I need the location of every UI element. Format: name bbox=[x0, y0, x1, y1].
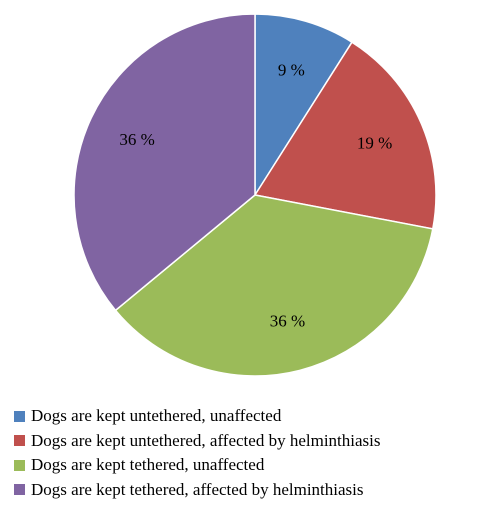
slice-data-label: 19 % bbox=[357, 134, 392, 153]
pie-labels: 9 % 19 % 36 % 36 % bbox=[119, 60, 392, 330]
slice-data-label: 36 % bbox=[270, 312, 305, 331]
legend-label: Dogs are kept untethered, unaffected bbox=[31, 406, 282, 426]
legend-swatch bbox=[14, 435, 25, 447]
legend-item: Dogs are kept tethered, affected by helm… bbox=[14, 478, 381, 503]
pie-slice bbox=[254, 13, 354, 198]
legend-swatch bbox=[14, 410, 25, 422]
legend-label: Dogs are kept tethered, unaffected bbox=[31, 455, 265, 475]
chart-legend: Dogs are kept untethered, unaffected Dog… bbox=[14, 404, 381, 502]
pie-slice bbox=[114, 194, 434, 377]
legend-swatch bbox=[14, 484, 25, 496]
legend-label: Dogs are kept tethered, affected by helm… bbox=[31, 479, 364, 499]
slice-data-label: 36 % bbox=[119, 130, 154, 149]
pie-slices bbox=[73, 13, 437, 377]
slice-data-label: 9 % bbox=[278, 60, 305, 79]
legend-label: Dogs are kept untethered, affected by he… bbox=[31, 430, 381, 450]
pie-slice bbox=[73, 13, 256, 312]
legend-item: Dogs are kept untethered, affected by he… bbox=[14, 429, 381, 454]
pie-chart: 9 % 19 % 36 % 36 % bbox=[73, 13, 437, 377]
legend-item: Dogs are kept untethered, unaffected bbox=[14, 404, 381, 429]
pie-slice bbox=[253, 41, 437, 230]
legend-swatch bbox=[14, 459, 25, 471]
legend-item: Dogs are kept tethered, unaffected bbox=[14, 453, 381, 478]
